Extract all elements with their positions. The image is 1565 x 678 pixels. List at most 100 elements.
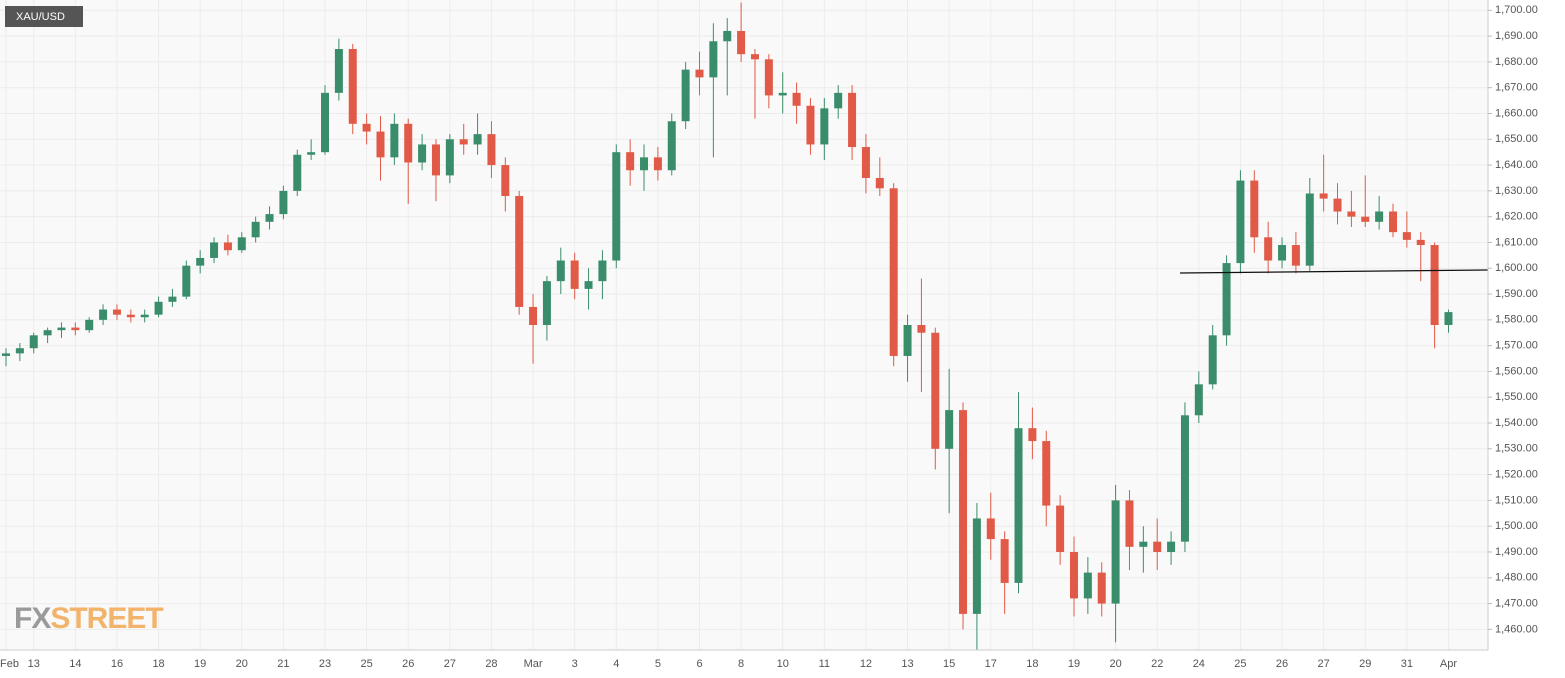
candle-body — [334, 49, 343, 93]
candle-body — [820, 108, 829, 145]
candle-body — [473, 134, 482, 145]
candle-body — [861, 147, 870, 178]
candle-body — [1416, 239, 1425, 246]
x-tick-label: 13 — [901, 658, 913, 670]
candle-body — [29, 335, 38, 349]
support-line — [1179, 269, 1489, 274]
candle-body — [834, 92, 843, 109]
candle-body — [598, 260, 607, 282]
y-tick-label: 1,620.00 — [1495, 211, 1538, 223]
candle-body — [612, 152, 621, 261]
candle-body — [265, 214, 274, 222]
x-tick-label: 23 — [319, 658, 331, 670]
candle-body — [1222, 263, 1231, 336]
candle-body — [570, 260, 579, 289]
candle-body — [695, 69, 704, 78]
x-tick-label: 12 — [860, 658, 872, 670]
candle-body — [737, 30, 746, 55]
y-tick-label: 1,640.00 — [1495, 159, 1538, 171]
candle-body — [182, 265, 191, 297]
candle-body — [1056, 505, 1065, 552]
candle-body — [875, 177, 884, 189]
x-tick-label: 4 — [613, 658, 619, 670]
candle-body — [959, 410, 968, 614]
candle-body — [640, 157, 649, 171]
candle-body — [431, 144, 440, 176]
candle-body — [418, 144, 427, 163]
candle-body — [251, 221, 260, 238]
candle-body — [1305, 193, 1314, 266]
candle-body — [542, 281, 551, 325]
x-tick-label: 20 — [236, 658, 248, 670]
candle-body — [1264, 237, 1273, 261]
candle-body — [126, 314, 135, 318]
candle-body — [2, 353, 10, 356]
y-tick-label: 1,570.00 — [1495, 340, 1538, 352]
x-tick-label: 24 — [1193, 658, 1205, 670]
x-tick-label: 22 — [1151, 658, 1163, 670]
candle-body — [764, 59, 773, 96]
candle-body — [321, 92, 330, 153]
x-tick-label: 27 — [1318, 658, 1330, 670]
candle-body — [848, 92, 857, 148]
candle-body — [293, 154, 302, 191]
candle-body — [237, 237, 246, 251]
candle-body — [681, 69, 690, 122]
candle-body — [154, 301, 163, 315]
y-tick-label: 1,490.00 — [1495, 546, 1538, 558]
x-tick-label: Mar — [524, 658, 543, 670]
candle-body — [404, 123, 413, 163]
x-tick-label: 16 — [111, 658, 123, 670]
candle-body — [1333, 198, 1342, 212]
candle-body — [653, 157, 662, 171]
candle-body — [210, 242, 219, 258]
candle-body — [1236, 180, 1245, 264]
candle-body — [1000, 539, 1009, 583]
y-tick-label: 1,580.00 — [1495, 314, 1538, 326]
candle-body — [792, 92, 801, 106]
y-tick-label: 1,630.00 — [1495, 185, 1538, 197]
candle-body — [556, 260, 565, 282]
candle-body — [723, 30, 732, 42]
candle-body — [112, 309, 121, 315]
x-tick-label: 19 — [1068, 658, 1080, 670]
y-tick-label: 1,470.00 — [1495, 597, 1538, 609]
y-tick-label: 1,480.00 — [1495, 572, 1538, 584]
candle-body — [71, 327, 80, 331]
x-tick-label: 21 — [277, 658, 289, 670]
candle-body — [487, 134, 496, 166]
candle-body — [1347, 211, 1356, 217]
watermark: FXSTREET — [14, 602, 163, 635]
y-tick-label: 1,600.00 — [1495, 262, 1538, 274]
x-tick-label: 28 — [485, 658, 497, 670]
y-tick-label: 1,590.00 — [1495, 288, 1538, 300]
y-tick-label: 1,530.00 — [1495, 443, 1538, 455]
x-tick-label: 25 — [360, 658, 372, 670]
x-tick-label: 6 — [696, 658, 702, 670]
x-tick-label: 13 — [28, 658, 40, 670]
y-tick-label: 1,550.00 — [1495, 391, 1538, 403]
candle-body — [168, 296, 177, 302]
y-tick-label: 1,690.00 — [1495, 30, 1538, 42]
x-tick-label: 20 — [1109, 658, 1121, 670]
candles — [2, 2, 1453, 650]
candle-body — [1180, 415, 1189, 542]
x-tick-label: 14 — [69, 658, 81, 670]
x-tick-label: 18 — [1026, 658, 1038, 670]
y-tick-label: 1,660.00 — [1495, 107, 1538, 119]
candle-body — [85, 319, 94, 331]
candle-body — [1250, 180, 1259, 238]
y-tick-label: 1,610.00 — [1495, 236, 1538, 248]
candle-body — [1167, 541, 1176, 552]
candle-body — [1430, 245, 1439, 325]
grid — [0, 0, 1488, 650]
candle-body — [750, 54, 759, 60]
candle-body — [348, 49, 357, 124]
y-tick-label: 1,460.00 — [1495, 623, 1538, 635]
x-tick-label: Apr — [1440, 658, 1457, 670]
candle-body — [1278, 245, 1287, 261]
candle-body — [196, 257, 205, 266]
candle-body — [307, 152, 316, 155]
x-tick-label: 25 — [1234, 658, 1246, 670]
